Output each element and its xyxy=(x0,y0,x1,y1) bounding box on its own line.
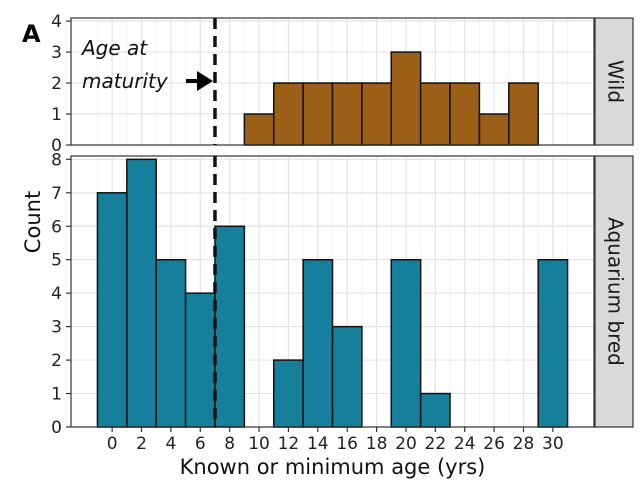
y-tick-label: 3 xyxy=(51,43,62,63)
facet-strip-label-aquarium-bred: Aquarium bred xyxy=(604,217,628,366)
histogram-bar xyxy=(214,225,246,428)
y-tick-label: 2 xyxy=(51,351,62,371)
histogram-bar xyxy=(478,113,510,146)
histogram-bar xyxy=(419,392,451,428)
x-tick-label: 28 xyxy=(513,434,535,454)
y-tick-label: 8 xyxy=(51,150,62,170)
histogram-bar xyxy=(449,82,481,146)
annotation-line-2: maturity xyxy=(82,69,169,93)
y-tick-label: 6 xyxy=(51,217,62,237)
x-tick-label: 2 xyxy=(136,434,147,454)
panel-wild: 0 1 2 3 4 Wild xyxy=(51,12,634,156)
x-tick-label: 16 xyxy=(336,434,358,454)
histogram-bar xyxy=(331,325,363,428)
facet-strip-label-wild: Wild xyxy=(604,60,628,103)
x-tick-label: 4 xyxy=(165,434,176,454)
y-tick-label: 7 xyxy=(51,184,62,204)
panel-border xyxy=(70,155,595,428)
histogram-bar xyxy=(126,158,157,428)
histogram-bar xyxy=(96,192,128,428)
x-tick-label: 26 xyxy=(483,434,505,454)
arrow-head xyxy=(196,71,213,91)
y-tick-label: 2 xyxy=(51,74,62,94)
maturity-annotation: Age at maturity xyxy=(80,36,213,93)
histogram-bar xyxy=(272,82,304,146)
x-tick-label: 6 xyxy=(195,434,206,454)
histogram-bar xyxy=(419,82,451,146)
x-tick-label: 22 xyxy=(425,434,447,454)
histogram-bar xyxy=(302,82,334,146)
histogram-bar xyxy=(184,292,216,428)
facet-strip xyxy=(594,155,634,428)
panel-tag: A xyxy=(22,20,41,48)
x-tick-label: 24 xyxy=(454,434,476,454)
y-tick-label: 4 xyxy=(51,284,62,304)
histogram-bar xyxy=(331,82,363,146)
x-tick-label: 20 xyxy=(395,434,417,454)
y-tick-label: 0 xyxy=(51,418,62,438)
y-tick-label: 1 xyxy=(51,105,62,125)
annotation-line-1: Age at xyxy=(80,36,148,60)
x-axis-title: Known or minimum age (yrs) xyxy=(180,455,486,479)
x-tick-label: 14 xyxy=(307,434,329,454)
panel-aquarium-bred: 0 1 2 3 4 5 6 7 8 Aquarium bred xyxy=(51,150,634,438)
y-tick-label: 5 xyxy=(51,251,62,271)
x-tick-label: 30 xyxy=(542,434,564,454)
y-axis-title: Count xyxy=(21,191,45,253)
histogram-bar xyxy=(272,359,304,428)
x-tick-label: 12 xyxy=(278,434,300,454)
y-tick-label: 0 xyxy=(51,136,62,156)
x-tick-label: 8 xyxy=(224,434,235,454)
y-tick-label: 1 xyxy=(51,385,62,405)
y-tick-label: 4 xyxy=(51,12,62,32)
histogram-bar xyxy=(390,51,422,146)
histogram-bar xyxy=(155,258,187,428)
histogram-bar xyxy=(361,82,393,146)
histogram-bar xyxy=(243,113,275,146)
histogram-bar xyxy=(390,258,422,428)
facet-strip xyxy=(594,17,634,146)
histogram-bar xyxy=(537,258,569,428)
panel-border xyxy=(70,17,595,146)
histogram-bar xyxy=(508,82,539,146)
x-tick-label: 18 xyxy=(366,434,388,454)
x-tick-label: 10 xyxy=(248,434,270,454)
y-tick-label: 3 xyxy=(51,318,62,338)
x-tick-label: 0 xyxy=(107,434,118,454)
histogram-bar xyxy=(302,258,334,428)
